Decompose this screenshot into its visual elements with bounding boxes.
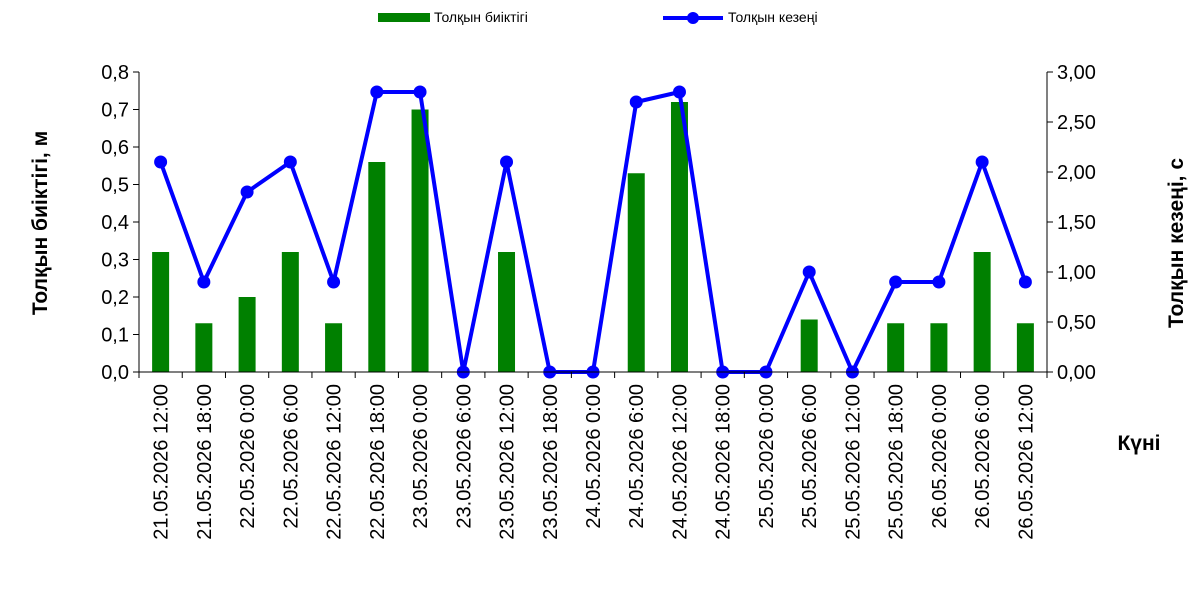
right-tick-label: 3,00 xyxy=(1057,62,1096,84)
line-point xyxy=(932,275,946,289)
left-tick-label: 0,6 xyxy=(101,137,129,159)
left-axis-ticks: 0,0 0,1 0,2 0,3 0,4 0,5 0,6 0,7 0,8 xyxy=(101,62,139,384)
line-point xyxy=(802,265,816,279)
legend-line-marker xyxy=(687,12,699,24)
bar xyxy=(670,102,688,372)
legend-bar-label: Толқын биіктігі xyxy=(434,9,528,25)
category-label: 24.05.2026 0:00 xyxy=(583,384,605,529)
right-tick-label: 0,00 xyxy=(1057,362,1096,384)
category-label: 26.05.2026 6:00 xyxy=(972,384,994,529)
bar xyxy=(411,109,429,372)
legend: Толқын биіктігі Толқын кезеңі xyxy=(378,9,818,25)
category-label: 25.05.2026 18:00 xyxy=(886,384,908,540)
bar xyxy=(887,323,905,372)
left-tick-label: 0,4 xyxy=(101,212,129,234)
bar xyxy=(195,323,213,372)
line-series xyxy=(154,85,1032,379)
left-tick-label: 0,8 xyxy=(101,62,129,84)
line-point xyxy=(327,275,341,289)
right-tick-label: 0,50 xyxy=(1057,312,1096,334)
line-point xyxy=(240,185,254,199)
x-axis-title: Күні xyxy=(1117,432,1160,455)
axes xyxy=(138,72,1048,373)
left-axis-title: Толқын биіктігі, м xyxy=(29,131,52,315)
bar xyxy=(930,323,948,372)
left-tick-label: 0,0 xyxy=(101,362,129,384)
category-label: 24.05.2026 18:00 xyxy=(713,384,735,540)
category-label: 21.05.2026 18:00 xyxy=(194,384,216,540)
line-point xyxy=(370,85,384,99)
bar xyxy=(973,252,991,372)
bar xyxy=(498,252,516,372)
category-label: 23.05.2026 6:00 xyxy=(453,384,475,529)
category-label: 22.05.2026 6:00 xyxy=(280,384,302,529)
bar xyxy=(281,252,299,372)
left-tick-label: 0,1 xyxy=(101,325,129,347)
line-point xyxy=(672,85,686,99)
bar-series xyxy=(152,102,1034,372)
category-label: 25.05.2026 0:00 xyxy=(756,384,778,529)
bar xyxy=(627,173,645,372)
line-point xyxy=(197,275,211,289)
left-tick-label: 0,3 xyxy=(101,250,129,272)
category-label: 21.05.2026 12:00 xyxy=(151,384,173,540)
right-tick-label: 1,00 xyxy=(1057,262,1096,284)
category-label: 26.05.2026 12:00 xyxy=(1015,384,1037,540)
right-tick-label: 1,50 xyxy=(1057,212,1096,234)
bar xyxy=(238,297,256,372)
right-axis-ticks: 0,00 0,50 1,00 1,50 2,00 2,50 3,00 xyxy=(1047,62,1096,384)
bar xyxy=(152,252,170,372)
line-point xyxy=(975,155,989,169)
bar xyxy=(1016,323,1034,372)
left-tick-label: 0,7 xyxy=(101,100,129,122)
bar xyxy=(368,162,386,372)
category-label: 22.05.2026 18:00 xyxy=(367,384,389,540)
left-tick-label: 0,2 xyxy=(101,287,129,309)
right-tick-label: 2,00 xyxy=(1057,162,1096,184)
left-tick-label: 0,5 xyxy=(101,175,129,197)
category-labels: 21.05.2026 12:00 21.05.2026 18:00 22.05.20… xyxy=(138,372,1048,540)
category-label: 26.05.2026 0:00 xyxy=(929,384,951,529)
line-point xyxy=(154,155,168,169)
line-point xyxy=(283,155,297,169)
line-point xyxy=(413,85,427,99)
legend-line-label: Толқын кезеңі xyxy=(728,9,818,25)
bar xyxy=(800,319,818,372)
category-label: 24.05.2026 12:00 xyxy=(669,384,691,540)
category-label: 23.05.2026 12:00 xyxy=(497,384,519,540)
line-point xyxy=(1018,275,1032,289)
legend-bar-swatch xyxy=(378,13,430,22)
line-point xyxy=(889,275,903,289)
bar xyxy=(325,323,343,372)
category-label: 24.05.2026 6:00 xyxy=(626,384,648,529)
category-label: 23.05.2026 0:00 xyxy=(410,384,432,529)
category-label: 23.05.2026 18:00 xyxy=(540,384,562,540)
line-point xyxy=(629,95,643,109)
right-axis-title: Толқын кезеңі, с xyxy=(1165,158,1188,328)
category-label: 25.05.2026 6:00 xyxy=(799,384,821,529)
category-label: 25.05.2026 12:00 xyxy=(842,384,864,540)
category-label: 22.05.2026 12:00 xyxy=(324,384,346,540)
line-point xyxy=(500,155,514,169)
right-tick-label: 2,50 xyxy=(1057,112,1096,134)
category-label: 22.05.2026 0:00 xyxy=(237,384,259,529)
